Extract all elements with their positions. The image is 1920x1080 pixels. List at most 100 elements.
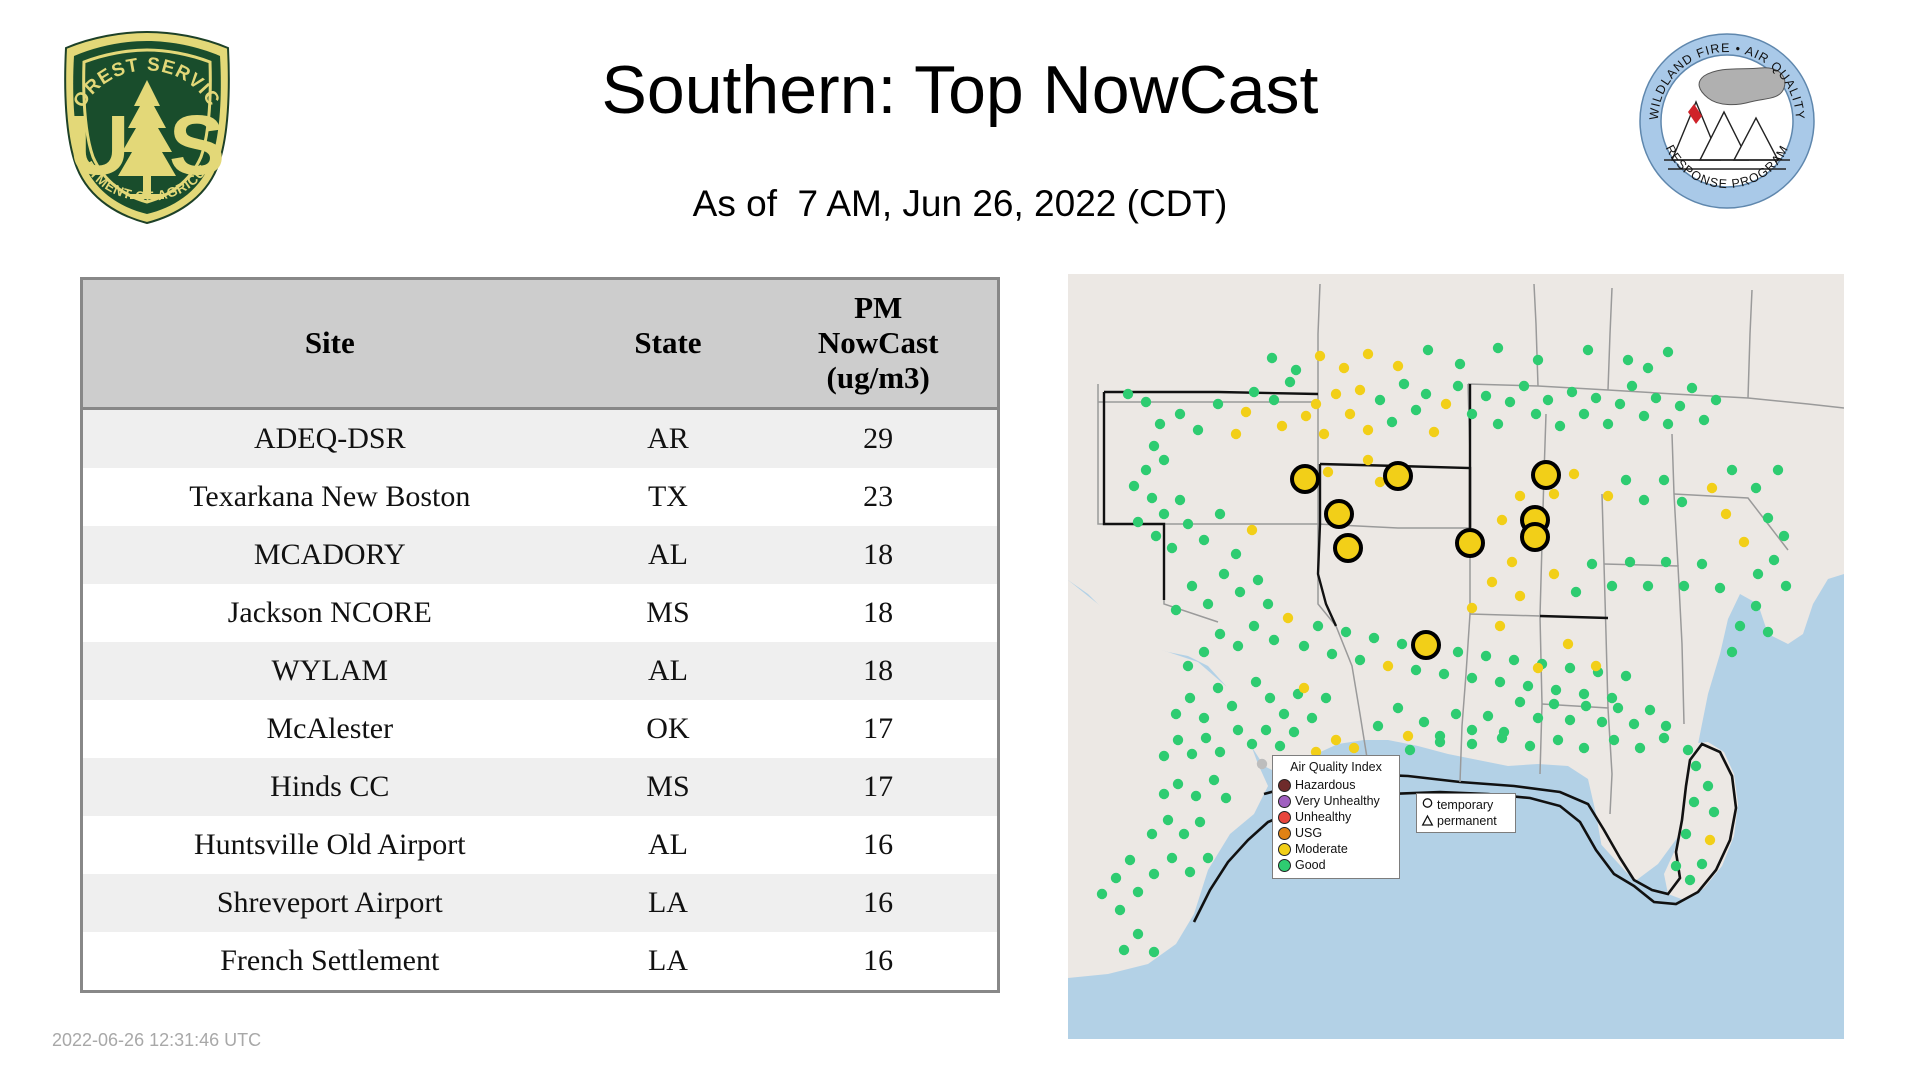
map-monitor-dot	[1338, 362, 1350, 374]
map-monitor-dot	[1170, 604, 1182, 616]
table-header: Site State PM NowCast (ug/m3)	[83, 280, 997, 410]
aqi-swatch-icon	[1278, 858, 1291, 872]
map-monitor-dot	[1372, 720, 1384, 732]
cell-pm-nowcast: 16	[759, 816, 997, 874]
map-monitor-dot	[1734, 620, 1746, 632]
map-monitor-dot	[1148, 946, 1160, 958]
map-monitor-dot	[1326, 648, 1338, 660]
map-monitor-dot	[1264, 692, 1276, 704]
map-monitor-dot	[1140, 396, 1152, 408]
map-top-site-marker[interactable]	[1520, 522, 1550, 552]
cell-site: WYLAM	[83, 642, 577, 700]
map-monitor-dot	[1232, 724, 1244, 736]
map-monitor-dot	[1234, 586, 1246, 598]
map-monitor-dot	[1288, 726, 1300, 738]
cell-site: Hinds CC	[83, 758, 577, 816]
map-monitor-dot	[1344, 408, 1356, 420]
aqi-legend-label: Moderate	[1295, 841, 1348, 856]
cell-pm-nowcast: 18	[759, 584, 997, 642]
map-monitor-dot	[1494, 620, 1506, 632]
map-monitor-dot	[1200, 732, 1212, 744]
map-monitor-dot	[1172, 778, 1184, 790]
table-row: ADEQ-DSR AR 29	[83, 408, 997, 468]
cell-site: French Settlement	[83, 932, 577, 990]
map-monitor-dot	[1726, 464, 1738, 476]
map-monitor-dot	[1698, 414, 1710, 426]
map-monitor-dot	[1282, 612, 1294, 624]
map-monitor-dot	[1690, 760, 1702, 772]
map-top-site-marker[interactable]	[1290, 464, 1320, 494]
map-canvas[interactable]	[1068, 274, 1844, 1039]
map-monitor-dot	[1762, 512, 1774, 524]
southern-us-air-quality-map[interactable]: Air Quality Index Hazardous Very Unhealth…	[1068, 274, 1844, 1039]
map-monitor-dot	[1148, 868, 1160, 880]
aqi-legend-label: Good	[1295, 857, 1326, 872]
cell-pm-nowcast: 18	[759, 642, 997, 700]
map-monitor-dot	[1684, 874, 1696, 886]
map-monitor-dot	[1608, 734, 1620, 746]
cell-site: Jackson NCORE	[83, 584, 577, 642]
map-monitor-dot	[1658, 732, 1670, 744]
map-top-site-marker[interactable]	[1383, 461, 1413, 491]
map-monitor-dot	[1530, 408, 1542, 420]
map-monitor-dot	[1428, 426, 1440, 438]
map-monitor-dot	[1564, 714, 1576, 726]
map-monitor-dot	[1642, 362, 1654, 374]
map-monitor-dot	[1548, 488, 1560, 500]
air-quality-index-legend: Air Quality Index Hazardous Very Unhealth…	[1272, 755, 1400, 879]
map-monitor-dots	[1096, 342, 1792, 958]
map-monitor-dot	[1504, 396, 1516, 408]
map-monitor-dot	[1362, 424, 1374, 436]
map-monitor-dot	[1450, 708, 1462, 720]
map-monitor-dot	[1208, 774, 1220, 786]
map-top-site-markers[interactable]	[1290, 460, 1561, 660]
aqi-swatch-icon	[1278, 826, 1291, 840]
map-monitor-dot	[1250, 676, 1262, 688]
aqi-legend-label: Very Unhealthy	[1295, 793, 1380, 808]
map-monitor-dot	[1214, 508, 1226, 520]
map-monitor-dot	[1310, 398, 1322, 410]
table-row: MCADORY AL 18	[83, 526, 997, 584]
map-monitor-dot	[1132, 886, 1144, 898]
map-monitor-dot	[1638, 410, 1650, 422]
page-title: Southern: Top NowCast	[601, 52, 1319, 128]
map-monitor-dot	[1158, 508, 1170, 520]
map-monitor-dot	[1566, 386, 1578, 398]
map-monitor-dot	[1580, 700, 1592, 712]
map-monitor-dot	[1452, 646, 1464, 658]
table-row: WYLAM AL 18	[83, 642, 997, 700]
map-monitor-dot	[1548, 698, 1560, 710]
map-monitor-dot	[1290, 364, 1302, 376]
marker-type-legend: temporary permanent	[1416, 793, 1516, 833]
map-monitor-dot	[1662, 418, 1674, 430]
aqi-legend-row: Very Unhealthy	[1278, 793, 1394, 809]
map-monitor-dot	[1524, 740, 1536, 752]
map-top-site-marker[interactable]	[1333, 533, 1363, 563]
wfaqrp-badge-icon: WILDLAND FIRE • AIR QUALITY RESPONSE PRO…	[1639, 33, 1815, 209]
map-monitor-dot	[1248, 386, 1260, 398]
map-monitor-dot	[1276, 420, 1288, 432]
map-monitor-dot	[1682, 744, 1694, 756]
map-monitor-dot	[1420, 388, 1432, 400]
map-monitor-dot	[1202, 852, 1214, 864]
map-monitor-dot	[1232, 640, 1244, 652]
map-top-site-marker[interactable]	[1411, 630, 1441, 660]
map-top-site-marker[interactable]	[1324, 499, 1354, 529]
map-monitor-dot	[1596, 716, 1608, 728]
cell-state: AL	[576, 642, 760, 700]
table-row: Huntsville Old Airport AL 16	[83, 816, 997, 874]
map-top-site-marker[interactable]	[1531, 460, 1561, 490]
cell-pm-nowcast: 16	[759, 874, 997, 932]
map-monitor-dot	[1278, 708, 1290, 720]
map-monitor-dot	[1768, 554, 1780, 566]
map-monitor-dot	[1466, 724, 1478, 736]
map-monitor-dot	[1266, 352, 1278, 364]
map-monitor-dot	[1660, 556, 1672, 568]
map-top-site-marker[interactable]	[1455, 528, 1485, 558]
map-monitor-dot	[1298, 682, 1310, 694]
cell-site: ADEQ-DSR	[83, 408, 577, 468]
cell-pm-nowcast: 18	[759, 526, 997, 584]
map-monitor-dot	[1578, 688, 1590, 700]
map-monitor-dot	[1578, 742, 1590, 754]
map-monitor-dot	[1230, 428, 1242, 440]
